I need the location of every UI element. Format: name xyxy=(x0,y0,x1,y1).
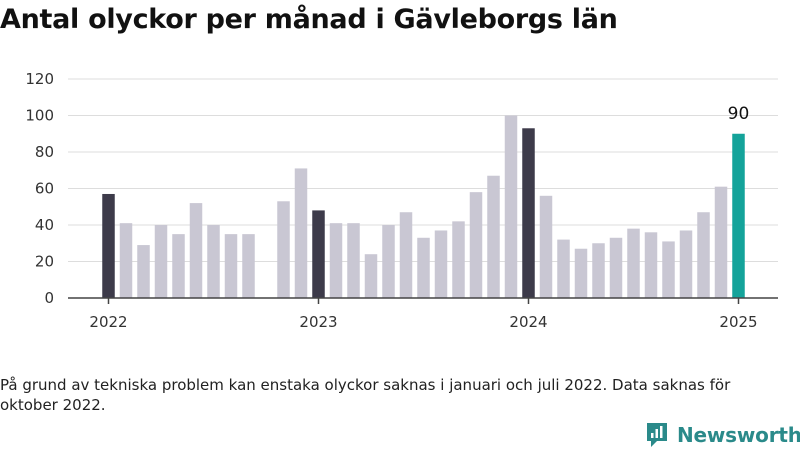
bar xyxy=(522,128,535,298)
y-tick-label: 20 xyxy=(35,253,54,271)
bar xyxy=(172,234,185,298)
bar xyxy=(469,192,483,298)
y-tick-label: 40 xyxy=(35,216,54,234)
y-tick-label: 60 xyxy=(35,180,54,198)
chart-title: Antal olyckor per månad i Gävleborgs län xyxy=(0,4,618,35)
bar xyxy=(242,234,255,298)
bar xyxy=(679,230,693,298)
grid-lines xyxy=(68,78,778,262)
bar xyxy=(312,210,325,298)
bar xyxy=(399,212,413,298)
bar xyxy=(347,223,360,298)
bar xyxy=(574,248,588,298)
bar xyxy=(644,232,658,298)
bar xyxy=(207,225,220,298)
bar xyxy=(417,237,430,298)
bar xyxy=(504,115,518,298)
x-tick-label: 2023 xyxy=(299,313,337,331)
bar xyxy=(294,168,308,298)
bar xyxy=(119,223,133,298)
bar xyxy=(224,234,238,298)
bar xyxy=(189,203,203,298)
footnote: På grund av tekniska problem kan enstaka… xyxy=(0,376,731,414)
tick-labels: 0 20 40 60 80 100 120 2022 2023 2024 2025 90 xyxy=(25,70,757,331)
bar xyxy=(364,254,378,298)
bar xyxy=(102,193,115,298)
bar xyxy=(154,225,168,298)
y-tick-label: 120 xyxy=(25,70,54,88)
y-tick-label: 100 xyxy=(25,107,54,125)
brand-name: Newsworthy xyxy=(677,423,800,447)
bar xyxy=(714,186,728,298)
bar xyxy=(697,212,710,298)
bar xyxy=(277,201,290,298)
brand-logo: Newsworthy xyxy=(645,420,800,450)
bar xyxy=(609,237,623,298)
bar xyxy=(452,221,465,298)
bar xyxy=(627,228,640,298)
x-tick-label: 2022 xyxy=(89,313,127,331)
y-tick-label: 0 xyxy=(44,289,54,307)
x-tick-label: 2025 xyxy=(719,313,757,331)
bar xyxy=(434,230,448,298)
axes xyxy=(68,297,778,304)
value-label: 90 xyxy=(728,104,750,124)
newsworthy-logo-icon xyxy=(647,423,667,447)
bar xyxy=(539,195,553,298)
bar xyxy=(137,245,150,298)
bar xyxy=(732,133,745,298)
bar xyxy=(329,223,343,298)
x-tick-label: 2024 xyxy=(509,313,547,331)
bar xyxy=(557,239,570,298)
bar xyxy=(487,175,500,298)
bar xyxy=(382,225,395,298)
bar xyxy=(592,243,605,298)
bar xyxy=(662,241,675,298)
bar-chart: 0 20 40 60 80 100 120 2022 2023 2024 2025 90 xyxy=(25,70,778,331)
y-tick-label: 80 xyxy=(35,143,54,161)
bars xyxy=(102,115,745,298)
